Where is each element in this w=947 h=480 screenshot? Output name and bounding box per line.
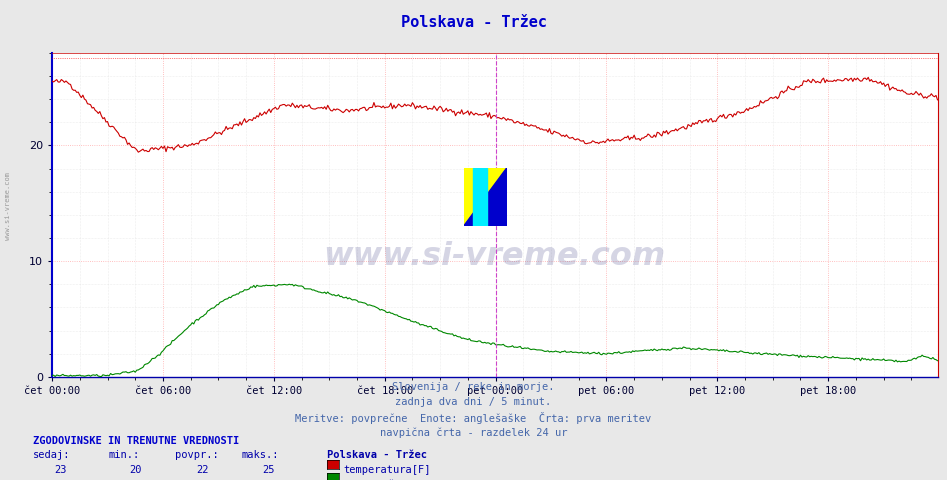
Text: Polskava - Tržec: Polskava - Tržec bbox=[401, 15, 546, 30]
Text: 22: 22 bbox=[196, 465, 208, 475]
Text: navpična črta - razdelek 24 ur: navpična črta - razdelek 24 ur bbox=[380, 428, 567, 438]
Polygon shape bbox=[464, 168, 507, 197]
Text: min.:: min.: bbox=[109, 450, 140, 460]
Text: sedaj:: sedaj: bbox=[33, 450, 71, 460]
Polygon shape bbox=[464, 168, 507, 226]
Text: Meritve: povprečne  Enote: anglešaške  Črta: prva meritev: Meritve: povprečne Enote: anglešaške Črt… bbox=[295, 412, 652, 424]
Text: temperatura[F]: temperatura[F] bbox=[344, 465, 431, 475]
Text: 23: 23 bbox=[54, 465, 66, 475]
Text: 25: 25 bbox=[262, 465, 275, 475]
Text: povpr.:: povpr.: bbox=[175, 450, 219, 460]
Text: maks.:: maks.: bbox=[241, 450, 279, 460]
Text: www.si-vreme.com: www.si-vreme.com bbox=[5, 172, 10, 240]
Text: www.si-vreme.com: www.si-vreme.com bbox=[324, 241, 666, 273]
Text: 20: 20 bbox=[130, 465, 142, 475]
Text: zadnja dva dni / 5 minut.: zadnja dva dni / 5 minut. bbox=[396, 397, 551, 407]
Polygon shape bbox=[464, 168, 507, 226]
Polygon shape bbox=[473, 168, 488, 226]
Text: Slovenija / reke in morje.: Slovenija / reke in morje. bbox=[392, 382, 555, 392]
Text: ZGODOVINSKE IN TRENUTNE VREDNOSTI: ZGODOVINSKE IN TRENUTNE VREDNOSTI bbox=[33, 436, 240, 446]
Text: Polskava - Tržec: Polskava - Tržec bbox=[327, 450, 427, 460]
